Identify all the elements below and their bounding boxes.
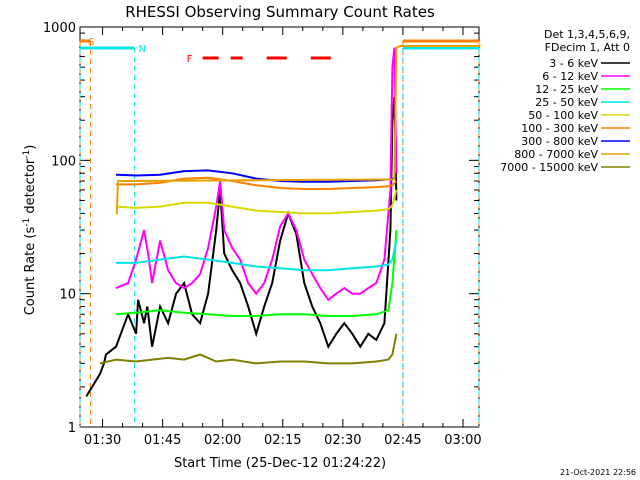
x-axis-label: Start Time (25-Dec-12 01:24:22) [174, 456, 386, 471]
y-tick-label: 1000 [43, 21, 76, 36]
series-line [115, 230, 398, 317]
series-line [99, 333, 398, 365]
axis-ticks: 01:30 01:45 02:00 02:15 02:30 02:45 03:00 1 10 10… [43, 21, 482, 448]
x-tick-label: 01:30 [84, 433, 121, 448]
legend-label: 25 - 50 keV [535, 96, 598, 109]
chart-title: RHESSI Observing Summary Count Rates [125, 3, 435, 21]
legend: Det 1,3,4,5,6,9, FDecim 1, Att 0 3 - 6 k… [500, 28, 630, 174]
plot-frame [79, 26, 480, 428]
y-axis-label: Count Rate (s-1 detector-1) [22, 145, 38, 316]
x-tick-label: 02:00 [204, 433, 241, 448]
legend-label: 7000 - 15000 keV [500, 161, 598, 174]
legend-label: 100 - 300 keV [521, 122, 598, 135]
series-line [116, 240, 398, 272]
series-line [115, 47, 398, 302]
timestamp: 21-Oct-2021 22:56 [560, 468, 636, 477]
flag-label: F [187, 54, 193, 65]
x-tick-label: 03:00 [444, 433, 481, 448]
series-group [85, 45, 481, 397]
y-tick-label: 1 [68, 421, 76, 436]
legend-label: 3 - 6 keV [549, 57, 598, 70]
legend-label: 12 - 25 keV [535, 83, 598, 96]
x-tick-label: 02:30 [324, 433, 361, 448]
series-line [115, 189, 398, 215]
series-line [85, 96, 398, 397]
y-tick-label: 100 [51, 154, 76, 169]
flag-label: S [88, 37, 94, 48]
x-tick-label: 02:15 [264, 433, 301, 448]
legend-label: 300 - 800 keV [521, 135, 598, 148]
legend-header-1: Det 1,3,4,5,6,9, [544, 28, 630, 41]
x-tick-label: 01:45 [144, 433, 181, 448]
legend-label: 6 - 12 keV [542, 70, 598, 83]
legend-label: 50 - 100 keV [528, 109, 598, 122]
flag-bars: S N F [79, 37, 480, 427]
x-tick-label: 02:45 [384, 433, 421, 448]
y-tick-label: 10 [59, 288, 76, 303]
series-line [115, 45, 481, 215]
flag-label: N [139, 44, 146, 55]
legend-header-2: FDecim 1, Att 0 [545, 41, 630, 54]
legend-label: 800 - 7000 keV [514, 148, 598, 161]
